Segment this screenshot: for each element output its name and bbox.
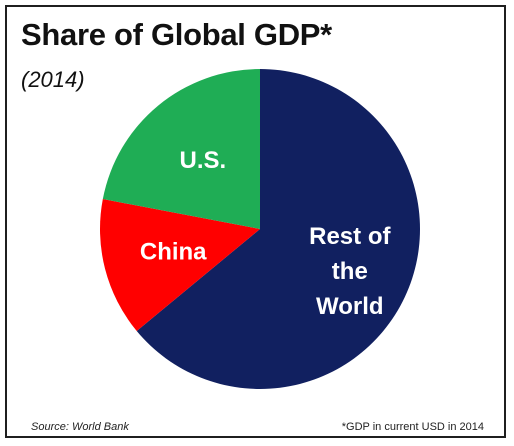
pie-label-china: China bbox=[140, 238, 207, 265]
pie-label-rest-of-the-world: Rest of the World bbox=[309, 223, 391, 320]
source-note: Source: World Bank bbox=[31, 421, 129, 433]
pie-slice-rest-of-the-world bbox=[136, 69, 421, 389]
pie-slice-u-s bbox=[102, 69, 260, 229]
pie-label-u-s: U.S. bbox=[180, 147, 227, 174]
pie-slice-china bbox=[100, 199, 260, 331]
chart-subtitle: (2014) bbox=[21, 67, 85, 92]
chart-title: Share of Global GDP* bbox=[21, 17, 332, 52]
footnote: *GDP in current USD in 2014 bbox=[341, 421, 484, 433]
